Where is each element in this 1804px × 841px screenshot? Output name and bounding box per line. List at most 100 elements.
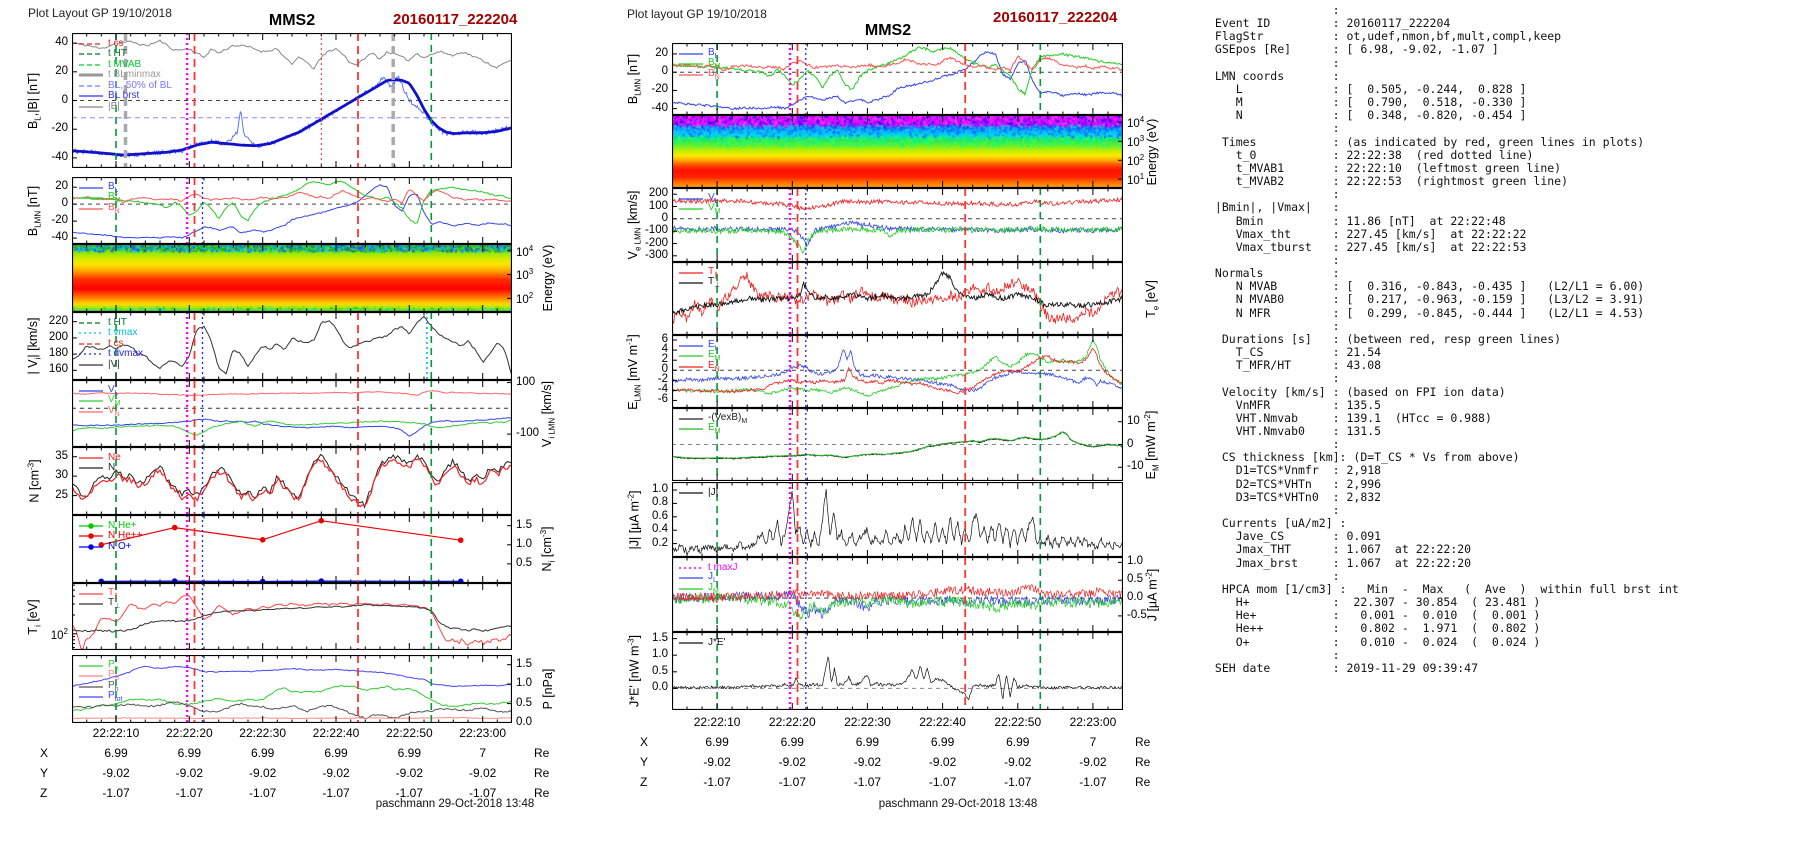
y-tick-label: -100	[644, 224, 668, 237]
position-value: -9.02	[1079, 755, 1107, 769]
y-tick-label: 102	[50, 626, 68, 642]
legend-label: N	[108, 462, 116, 474]
legend-label: T∥	[708, 265, 718, 279]
legend-item: BL brst	[78, 90, 172, 101]
position-row-label: Z	[40, 786, 48, 800]
legend-item: VL	[78, 384, 121, 397]
position-row-label: Z	[640, 775, 648, 789]
info-line: :	[1208, 3, 1340, 17]
legend-item: VN	[78, 405, 121, 418]
y-tick-label: -40	[651, 101, 668, 114]
y-tick-label: -20	[51, 214, 68, 227]
info-line: HPCA mom [1/cm3] : Min - Max ( Ave ) wit…	[1208, 581, 1679, 596]
plot-panel-left-0: t cs t HT t MVAB t BLminmax BL, 50% of BL BL …	[72, 33, 512, 168]
y-tick-label: 100	[648, 199, 668, 212]
plot-panel-left-4: VL VM VN	[72, 380, 512, 447]
info-line: Durations [s] : (between red, resp green…	[1208, 331, 1562, 346]
legend-label: BL	[108, 180, 119, 194]
legend-label: JL	[708, 571, 717, 585]
y-tick-label: 40	[55, 36, 68, 49]
right-axis-label: J [µA m-2]	[1144, 568, 1160, 621]
y-tick-label: 104	[516, 243, 534, 259]
position-value: -9.02	[248, 766, 277, 780]
position-row-label: Y	[40, 766, 49, 780]
y-tick-label: -200	[644, 236, 668, 249]
info-line: N MVAB0 : [ 0.217, -0.963, -0.159 ] (L3/…	[1208, 292, 1645, 307]
legend-label: EN	[708, 359, 720, 373]
info-line: :	[1208, 187, 1340, 202]
info-line: :	[1208, 371, 1340, 386]
legend-label: JM	[708, 581, 719, 595]
y-tick-label: 25	[55, 488, 68, 501]
legend-item: N He+	[78, 520, 142, 531]
y-axis-label: |J| [µA m-2]	[626, 489, 642, 550]
y-tick-label: 103	[516, 267, 534, 283]
position-value: -1.07	[102, 786, 130, 800]
position-value: 6.99	[250, 746, 275, 760]
legend-label: t cs	[108, 337, 124, 349]
legend-item: VM	[78, 394, 121, 407]
plot-canvas-left-2	[72, 244, 512, 312]
event-id: 20160117_222204	[993, 9, 1118, 26]
position-value: -1.07	[1004, 775, 1032, 789]
position-value: -1.07	[928, 775, 957, 789]
y-tick-label: 160	[48, 363, 68, 376]
position-value: -1.07	[175, 786, 204, 800]
legend-item: |B|	[78, 101, 172, 112]
plot-canvas-middle-3	[672, 262, 1123, 335]
position-value: -9.02	[468, 766, 497, 780]
legend-label: t HT	[108, 316, 127, 328]
plot-panel-left-6: N He+ N He++ N O+	[72, 515, 512, 583]
y-tick-label: 0.4	[652, 523, 668, 536]
y-tick-label: 1.0	[652, 483, 668, 496]
plot-canvas-left-6	[72, 515, 512, 583]
info-line: FlagStr : ot,udef,nmon,bf,mult,compl,kee…	[1208, 29, 1562, 44]
info-line: He++ : 0.802 - 1.971 ( 0.802 )	[1208, 621, 1541, 636]
y-tick-label: 1.5	[652, 631, 668, 644]
position-row-label: X	[40, 746, 49, 760]
position-value: 6.99	[1006, 735, 1030, 749]
info-line: N : [ 0.348, -0.820, -0.454 ]	[1208, 108, 1527, 123]
plot-panel-left-3: t HT t vmax t cs t dvmax |V|	[72, 312, 512, 380]
legend: -(VexB)M EM	[678, 412, 747, 435]
info-line: Event ID : 20160117_222204	[1208, 16, 1451, 31]
spectrogram-middle	[672, 115, 1123, 188]
right-axis-label: EM [mW m-2]	[1143, 410, 1161, 479]
plot-canvas-middle-1	[672, 115, 1123, 188]
plot-layout-label: Plot layout GP 19/10/2018	[627, 7, 767, 21]
legend-label: PB	[108, 669, 120, 683]
event-id: 20160117_222204	[393, 11, 518, 28]
y-tick-label: 0.5	[652, 664, 668, 677]
y-tick-label: 1.0	[652, 648, 668, 661]
right-axis-label: Te [eV]	[1143, 279, 1161, 318]
position-value: 7	[1089, 735, 1097, 749]
position-value: -1.07	[853, 775, 882, 789]
legend-item: t BLminmax	[78, 69, 172, 80]
y-tick-label: 0	[661, 363, 668, 376]
legend: t maxJ JL JM JN	[678, 562, 737, 605]
info-line: LMN coords :	[1208, 68, 1340, 83]
legend-item: BL	[78, 180, 121, 194]
legend: VL VM	[678, 192, 721, 215]
legend-item: t cs	[78, 38, 172, 49]
time-tick-label: 22:22:30	[239, 726, 287, 740]
position-value: -9.02	[703, 755, 731, 769]
legend-item: BL, 50% of BL	[78, 80, 172, 91]
position-value: -9.02	[175, 766, 204, 780]
info-line: H+ : 22.307 - 30.854 ( 23.481 )	[1208, 595, 1541, 610]
info-line: D2=TCS*VHTn : 2,996	[1208, 476, 1382, 491]
legend-item: |V|	[78, 359, 143, 370]
time-tick-label: 22:22:30	[844, 715, 891, 729]
position-value: -1.07	[322, 786, 350, 800]
legend-item: T⊥	[678, 276, 720, 289]
info-line: Currents [uA/m2] :	[1208, 516, 1347, 531]
y-tick-label: 200	[648, 187, 668, 200]
y-axis-label: ELMN [mV m-1]	[625, 333, 643, 410]
legend-item: -(VexB)M	[678, 412, 747, 425]
y-tick-label: 1.0	[516, 677, 532, 690]
plot-canvas-middle-6	[672, 482, 1123, 557]
time-tick-label: 22:23:00	[459, 726, 507, 740]
legend-item: T⊥	[78, 597, 120, 610]
legend-label: EM	[708, 349, 721, 363]
